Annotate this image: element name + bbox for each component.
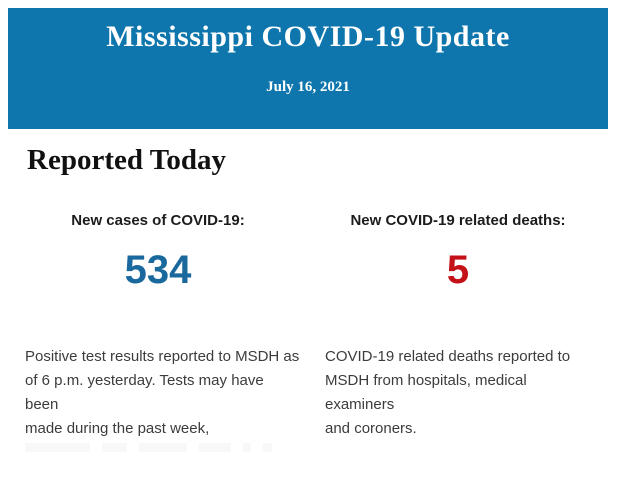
new-deaths-description: COVID-19 related deaths reported to MSDH…: [308, 345, 608, 441]
section-heading: Reported Today: [27, 144, 227, 176]
new-deaths-value: 5: [446, 248, 470, 292]
new-cases-description-line: Positive test results reported to MSDH a…: [25, 348, 300, 365]
new-cases-description-line: made during the past week,: [25, 420, 210, 437]
main-content: Reported Today New cases of COVID-19: 53…: [8, 144, 608, 452]
new-cases-label: New cases of COVID-19:: [71, 212, 245, 229]
stats-row: New cases of COVID-19: 534 Positive test…: [8, 212, 608, 452]
banner-date: July 16, 2021: [266, 79, 350, 95]
new-cases-description-line: of 6 p.m. yesterday. Tests may have been: [25, 372, 264, 413]
new-deaths-label: New COVID-19 related deaths:: [350, 212, 566, 229]
stat-new-cases: New cases of COVID-19: 534 Positive test…: [8, 212, 308, 452]
new-cases-value: 534: [124, 248, 192, 292]
page: Mississippi COVID-19 Update July 16, 202…: [0, 8, 620, 483]
new-deaths-description-line: MSDH from hospitals, medical examiners: [325, 372, 527, 413]
banner-title: Mississippi COVID-19 Update: [106, 20, 510, 53]
header-banner: Mississippi COVID-19 Update July 16, 202…: [8, 8, 608, 129]
new-cases-description: Positive test results reported to MSDH a…: [8, 345, 308, 441]
new-deaths-description-line: COVID-19 related deaths reported to: [325, 348, 571, 365]
faded-text-remnant: [25, 443, 308, 452]
stat-new-deaths: New COVID-19 related deaths: 5 COVID-19 …: [308, 212, 608, 452]
new-deaths-description-line: and coroners.: [325, 420, 417, 437]
